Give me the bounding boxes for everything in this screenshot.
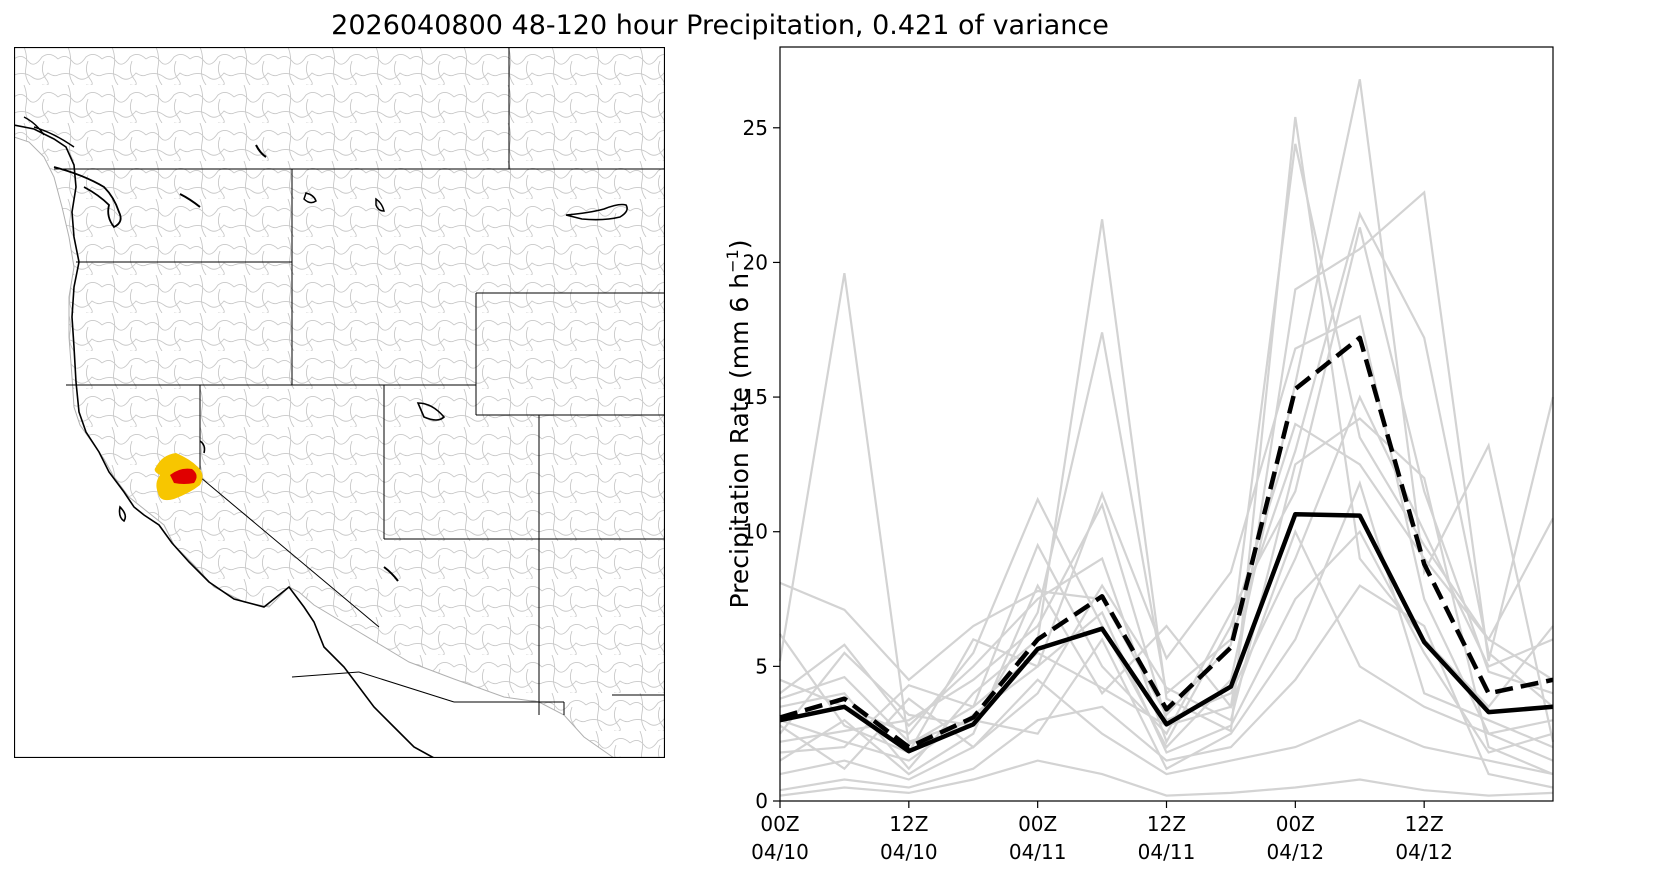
y-tick-label: 0 [755,789,768,813]
member-line-0 [779,143,1554,717]
y-axis-label-end: ) [725,240,754,250]
x-axis-ticks: 00Z 04/10 12Z 04/10 00Z 04/11 12Z 04/11 00Z 04/12… [751,801,1453,864]
member-line-1 [778,190,1555,747]
x-tick-label-date: 04/12 [1395,840,1453,864]
x-tick-label-time: 00Z [760,812,799,836]
member-line-3 [779,79,1555,749]
member-line-7 [779,417,1554,781]
figure-title: 2026040800 48-120 hour Precipitation, 0.… [331,10,1109,41]
y-axis-label: Precipitation Rate (mm 6 h−1) [723,240,754,609]
x-tick-label-time: 00Z [1276,812,1315,836]
x-tick-label-time: 12Z [1147,812,1186,836]
y-tick-label: 15 [743,385,768,409]
y-tick-label: 10 [743,520,768,544]
member-line-8 [779,584,1554,792]
x-tick-label-time: 12Z [889,812,928,836]
x-tick-label-date: 04/12 [1267,840,1325,864]
member-line-4 [779,210,1554,735]
member-line-2 [779,116,1554,771]
member-line-11 [779,528,1554,776]
x-tick-label-date: 04/11 [1138,840,1196,864]
basin-map [14,47,665,758]
state-borders [54,47,665,715]
x-tick-label-date: 04/10 [880,840,938,864]
member-line-14 [779,422,1554,745]
x-tick-label-date: 04/11 [1009,840,1067,864]
y-axis-label-main: Precipitation Rate (mm 6 h [725,273,754,609]
ensemble-members [778,79,1555,797]
series-line-selected [779,335,1554,750]
y-tick-label: 25 [743,116,768,140]
lake [565,203,628,221]
series-line-mean [779,511,1554,754]
member-line-10 [779,479,1554,771]
y-axis-ticks: 0 5 10 15 20 25 [743,116,780,813]
highlight-region-inner [170,468,197,484]
coastline [14,124,435,758]
member-line-5 [779,314,1554,762]
x-tick-label-date: 04/10 [751,840,809,864]
y-tick-label: 20 [743,250,768,274]
x-tick-label-time: 12Z [1405,812,1444,836]
member-line-13 [779,759,1554,797]
y-tick-label: 5 [755,654,768,678]
member-line-9 [779,394,1554,743]
puget-sound [53,166,122,229]
member-line-6 [779,227,1554,754]
summary-series [779,335,1554,754]
plot-frame [779,46,1554,802]
x-tick-label-time: 00Z [1018,812,1057,836]
y-axis-label-sup: −1 [723,249,742,273]
member-line-12 [779,678,1554,776]
member-line-15 [779,529,1554,762]
